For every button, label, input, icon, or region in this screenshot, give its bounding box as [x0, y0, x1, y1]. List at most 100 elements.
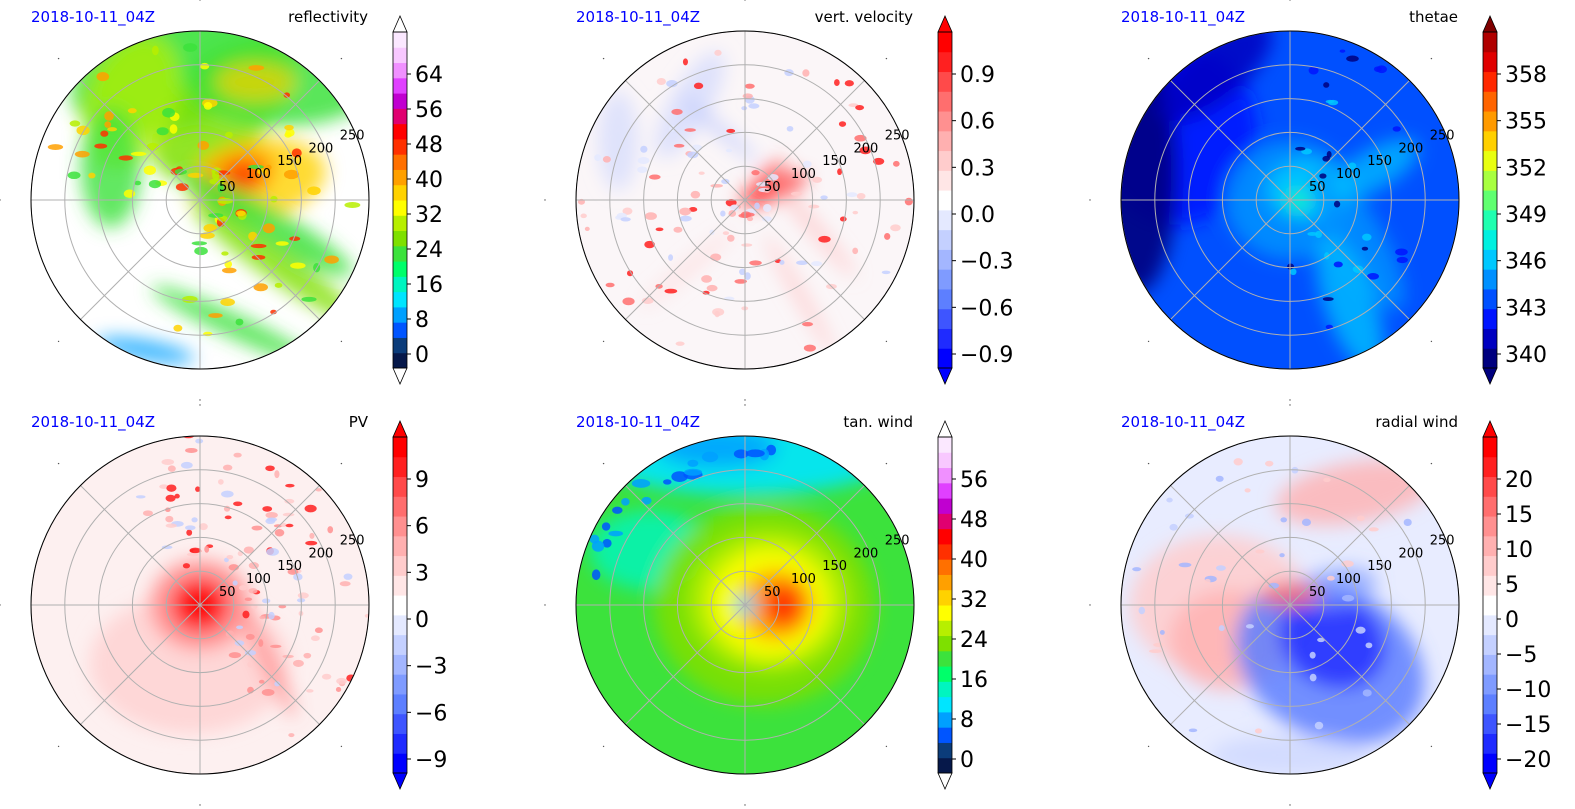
field-blob — [1158, 31, 1272, 121]
field-speckle — [1325, 324, 1334, 330]
colorbar-segment — [393, 184, 407, 201]
colorbar-frame — [937, 31, 953, 369]
colorbar-segment — [1483, 674, 1497, 695]
colorbar-tick-label: 0.6 — [960, 110, 995, 135]
field-speckle — [266, 548, 279, 556]
field-speckle — [130, 151, 147, 157]
colorbar-segment — [393, 47, 407, 64]
radial-gridline — [199, 604, 320, 725]
colorbar-tick-label: 56 — [415, 98, 443, 123]
field-speckle — [761, 216, 772, 222]
colorbar-segment — [938, 452, 952, 469]
field-speckle — [679, 207, 692, 216]
field-speckle — [69, 120, 81, 127]
field-speckle — [142, 510, 153, 517]
field-speckle — [622, 207, 633, 215]
field-speckle — [1215, 475, 1224, 482]
field-blob — [680, 97, 758, 162]
colorbar-segment — [393, 437, 407, 458]
colorbar-segment — [1483, 249, 1497, 270]
panel-title: radial wind — [1375, 413, 1458, 431]
colorbar-tick-label: −5 — [1505, 643, 1537, 668]
angular-tick — [1430, 462, 1433, 465]
colorbar-segment — [393, 108, 407, 125]
colorbar-segment — [393, 154, 407, 170]
field-speckle — [1307, 231, 1318, 236]
colorbar-segment — [1483, 634, 1497, 655]
field-speckle — [236, 625, 244, 630]
field-speckle — [1317, 637, 1325, 643]
field-speckle — [104, 121, 112, 128]
field-speckle — [1309, 651, 1316, 659]
field-speckle — [722, 231, 730, 236]
field-speckle — [233, 501, 243, 507]
field-speckle — [226, 555, 234, 560]
angular-tick — [1289, 0, 1291, 1]
field-speckle — [321, 673, 332, 680]
field-speckle — [1396, 256, 1408, 264]
colorbar-tick-label: 340 — [1505, 343, 1547, 368]
field-speckle — [183, 43, 198, 52]
colorbar-segment — [1483, 733, 1497, 754]
angular-tick — [744, 804, 746, 806]
colorbar-segment — [938, 589, 952, 606]
angular-tick — [1147, 340, 1150, 343]
range-ring-label: 100 — [791, 572, 816, 587]
colorbar-segment — [393, 634, 407, 655]
colorbar-segment — [1483, 130, 1497, 152]
field-speckle — [846, 192, 858, 198]
field-speckle — [258, 679, 265, 684]
field-blob — [151, 286, 316, 366]
field-speckle — [301, 296, 317, 302]
colorbar-tick-label: 48 — [415, 133, 443, 158]
field-blob — [1330, 138, 1420, 200]
field-speckle — [764, 188, 770, 194]
colorbar-segment — [1483, 209, 1497, 231]
radial-gridline — [1170, 199, 1291, 320]
field-speckle — [1295, 146, 1306, 151]
panel-title: PV — [348, 413, 368, 431]
colorbar-segment — [938, 696, 952, 713]
field-speckle — [669, 124, 676, 133]
colorbar-tick-label: 16 — [415, 273, 443, 298]
field-speckle — [1325, 99, 1335, 104]
field-speckle — [744, 272, 751, 280]
colorbar-segment — [938, 605, 952, 621]
field-speckle — [222, 464, 233, 471]
plot-boundary — [1120, 435, 1460, 775]
field-speckle — [637, 157, 650, 165]
colorbar-segment — [938, 111, 952, 132]
polar-plot: 50 100 150 200 250 0 8 16 24 32 40 48 56 — [544, 404, 988, 806]
colorbar-segment — [938, 666, 952, 682]
field-speckle — [88, 172, 96, 179]
field-speckle — [225, 630, 235, 638]
field-speckle — [1132, 567, 1142, 572]
field-speckle — [698, 171, 705, 175]
angular-tick — [57, 745, 60, 748]
field-speckle — [173, 324, 183, 332]
field-speckle — [1327, 575, 1335, 581]
field-speckle — [270, 195, 278, 203]
angular-tick — [544, 199, 546, 201]
field-speckle — [1367, 272, 1379, 280]
colorbar-segment — [1483, 32, 1497, 53]
colorbar-extend-max — [1482, 15, 1498, 33]
range-ring-label: 150 — [277, 559, 302, 574]
field-speckle — [224, 557, 229, 563]
colorbar-tick-label: 349 — [1505, 203, 1547, 228]
field-speckle — [666, 80, 678, 88]
field-speckle — [751, 170, 760, 176]
colorbar-segment — [393, 555, 407, 576]
panel-title: reflectivity — [288, 8, 368, 26]
colorbar-segment — [938, 467, 952, 484]
radial-gridline — [1289, 199, 1410, 320]
field-speckle — [1188, 728, 1198, 733]
field-speckle — [803, 344, 816, 352]
field-speckle — [855, 104, 865, 111]
colorbar-segment — [938, 288, 952, 310]
range-ring-label: 250 — [340, 128, 365, 143]
colorbar-segment — [1483, 516, 1497, 537]
colorbar-segment — [938, 190, 952, 211]
angular-tick — [0, 199, 1, 201]
field-speckle — [1245, 624, 1254, 629]
